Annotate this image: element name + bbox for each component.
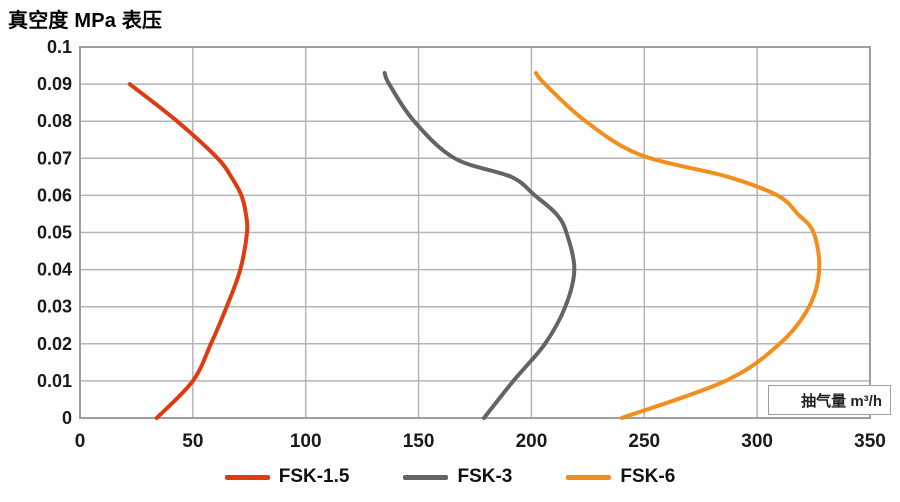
x-tick-label: 50	[182, 431, 203, 452]
x-tick-label: 300	[741, 431, 773, 452]
x-tick-label: 350	[854, 431, 886, 452]
x-axis-unit-label: 抽气量 m³/h	[801, 392, 882, 410]
y-tick-label: 0.08	[37, 111, 72, 131]
plot-border	[79, 46, 871, 419]
legend-line-swatch	[566, 474, 612, 480]
curve-fsk-3	[382, 71, 577, 420]
legend-label: FSK-1.5	[278, 466, 350, 487]
y-tick-label: 0.03	[37, 297, 72, 317]
y-tick-label: 0.09	[37, 74, 72, 94]
x-tick-label: 100	[290, 431, 322, 452]
plot-area: 0 0.01 0.02 0.03 0.04 0.05 0.06 0.07 0.08 0.09 0.1…	[37, 37, 891, 452]
chart-title: 真空度 MPa 表压	[8, 10, 163, 32]
y-tick-label: 0.02	[37, 334, 72, 354]
y-tick-label: 0.06	[37, 185, 72, 205]
x-tick-label: 250	[628, 431, 660, 452]
legend-item-fsk-1.5: FSK-1.5	[224, 466, 350, 488]
x-tick-label: 200	[516, 431, 548, 452]
y-tick-label: 0.04	[37, 260, 72, 280]
legend-label: FSK-3	[457, 466, 513, 487]
x-tick-label: 0	[75, 431, 86, 452]
x-axis-unit-box	[768, 385, 891, 415]
x-tick-label: 150	[403, 431, 435, 452]
legend-item-fsk-6: FSK-6	[566, 466, 675, 488]
y-tick-label: 0.01	[37, 371, 72, 391]
y-tick-label: 0.07	[37, 148, 72, 168]
legend-line-swatch	[224, 474, 270, 480]
legend-label: FSK-6	[620, 466, 676, 487]
curve-fsk-6	[533, 71, 822, 420]
chart-legend: FSK-1.5 FSK-3 FSK-6	[0, 466, 900, 488]
y-tick-label: 0.05	[37, 223, 72, 243]
y-tick-label: 0.1	[47, 37, 72, 57]
curve-fsk-1.5	[127, 82, 250, 420]
legend-line-swatch	[403, 474, 449, 480]
y-tick-label: 0	[62, 408, 72, 428]
legend-item-fsk-3: FSK-3	[403, 466, 512, 488]
